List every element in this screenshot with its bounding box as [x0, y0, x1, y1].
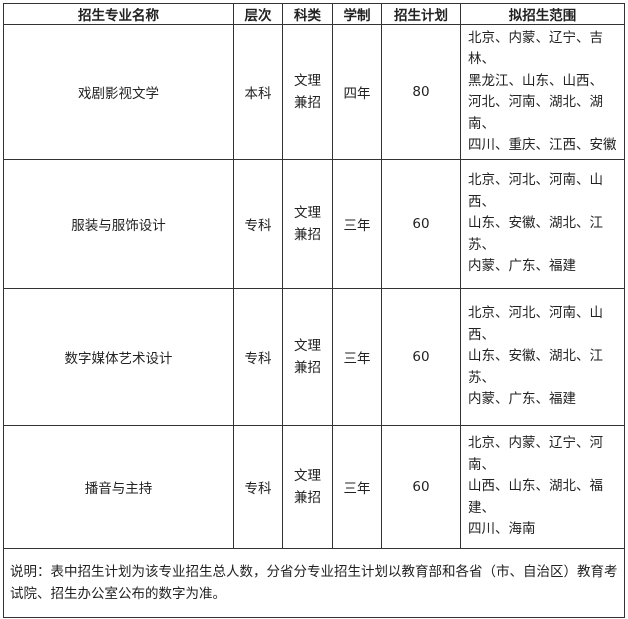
duration: 三年	[332, 288, 382, 426]
region-line: 北京、内蒙、辽宁、河南、	[468, 435, 603, 473]
regions: 北京、河北、河南、山西、 山东、安徽、湖北、江苏、内蒙、广东、福建	[460, 288, 625, 426]
note-text: 说明：表中招生计划为该专业招生总人数，分省分专业招生计划以教育部和各省（市、自治…	[3, 548, 625, 618]
major-name: 数字媒体艺术设计	[3, 288, 234, 426]
category-line: 文理	[294, 73, 321, 89]
level: 本科	[233, 24, 283, 160]
major-name: 播音与主持	[3, 425, 234, 549]
plan: 60	[381, 425, 461, 549]
category-line: 兼招	[294, 227, 321, 243]
header-regions: 拟招生范围	[460, 3, 625, 25]
category: 文理 兼招	[282, 159, 333, 289]
level: 专科	[233, 288, 283, 426]
category: 文理 兼招	[282, 288, 333, 426]
category-line: 文理	[294, 468, 321, 484]
major-name: 服装与服饰设计	[3, 159, 234, 289]
region-line: 内蒙、广东、福建	[468, 258, 576, 275]
table-row: 数字媒体艺术设计 专科 文理兼招 三年 60 北京、河北、河南、山西、 山东、安徽…	[3, 288, 625, 426]
plan: 60	[381, 288, 461, 426]
duration: 四年	[332, 24, 382, 160]
category-line: 文理	[294, 338, 321, 354]
regions: 北京、河北、河南、山西、 山东、安徽、湖北、江苏、内蒙、广东、福建	[460, 159, 625, 289]
enrollment-table: 招生专业名称 层次 科类 学制 招生计划 拟招生范围 戏剧影视文学 本科 文理兼…	[3, 3, 625, 618]
region-line: 黑龙江、山东、山西、	[468, 72, 603, 89]
header-major-name: 招生专业名称	[3, 3, 234, 25]
header-row: 招生专业名称 层次 科类 学制 招生计划 拟招生范围	[3, 3, 625, 25]
region-line: 四川、重庆、江西、安徽	[468, 137, 617, 153]
plan: 60	[381, 159, 461, 289]
major-name: 戏剧影视文学	[3, 24, 234, 160]
table-row: 播音与主持 专科 文理兼招 三年 60 北京、内蒙、辽宁、河南、 山西、山东、湖北…	[3, 425, 625, 549]
category-line: 兼招	[294, 490, 321, 506]
level: 专科	[233, 159, 283, 289]
region-line: 北京、河北、河南、山西、	[468, 305, 603, 343]
region-line: 内蒙、广东、福建	[468, 391, 576, 408]
header-level: 层次	[233, 3, 283, 25]
region-line: 北京、内蒙、辽宁、吉林、	[468, 29, 603, 68]
header-duration: 学制	[332, 3, 382, 25]
table-row: 戏剧影视文学 本科 文理兼招 四年 80 北京、内蒙、辽宁、吉林、黑龙江、山东、…	[3, 24, 625, 160]
duration: 三年	[332, 425, 382, 549]
plan: 80	[381, 24, 461, 160]
category: 文理 兼招	[282, 425, 333, 549]
category-line: 兼招	[294, 95, 321, 111]
region-line: 山西、山东、湖北、福建、	[468, 478, 603, 516]
header-category: 科类	[282, 3, 333, 25]
region-line: 四川、海南	[468, 521, 536, 538]
header-plan: 招生计划	[381, 3, 461, 25]
duration: 三年	[332, 159, 382, 289]
region-line: 北京、河北、河南、山西、	[468, 172, 603, 210]
category-line: 兼招	[294, 360, 321, 376]
category: 文理 兼招	[282, 24, 333, 160]
region-line: 河北、河南、湖北、湖南、	[468, 94, 603, 132]
level: 专科	[233, 425, 283, 549]
region-line: 山东、安徽、湖北、江苏、	[468, 348, 603, 386]
table-row: 服装与服饰设计 专科 文理兼招 三年 60 北京、河北、河南、山西、 山东、安徽、…	[3, 159, 625, 289]
regions: 北京、内蒙、辽宁、吉林、黑龙江、山东、山西、河北、河南、湖北、湖南、四川、重庆、…	[460, 24, 625, 160]
regions: 北京、内蒙、辽宁、河南、 山西、山东、湖北、福建、四川、海南	[460, 425, 625, 549]
category-line: 文理	[294, 205, 321, 221]
region-line: 山东、安徽、湖北、江苏、	[468, 215, 603, 253]
note-row: 说明：表中招生计划为该专业招生总人数，分省分专业招生计划以教育部和各省（市、自治…	[3, 548, 625, 618]
